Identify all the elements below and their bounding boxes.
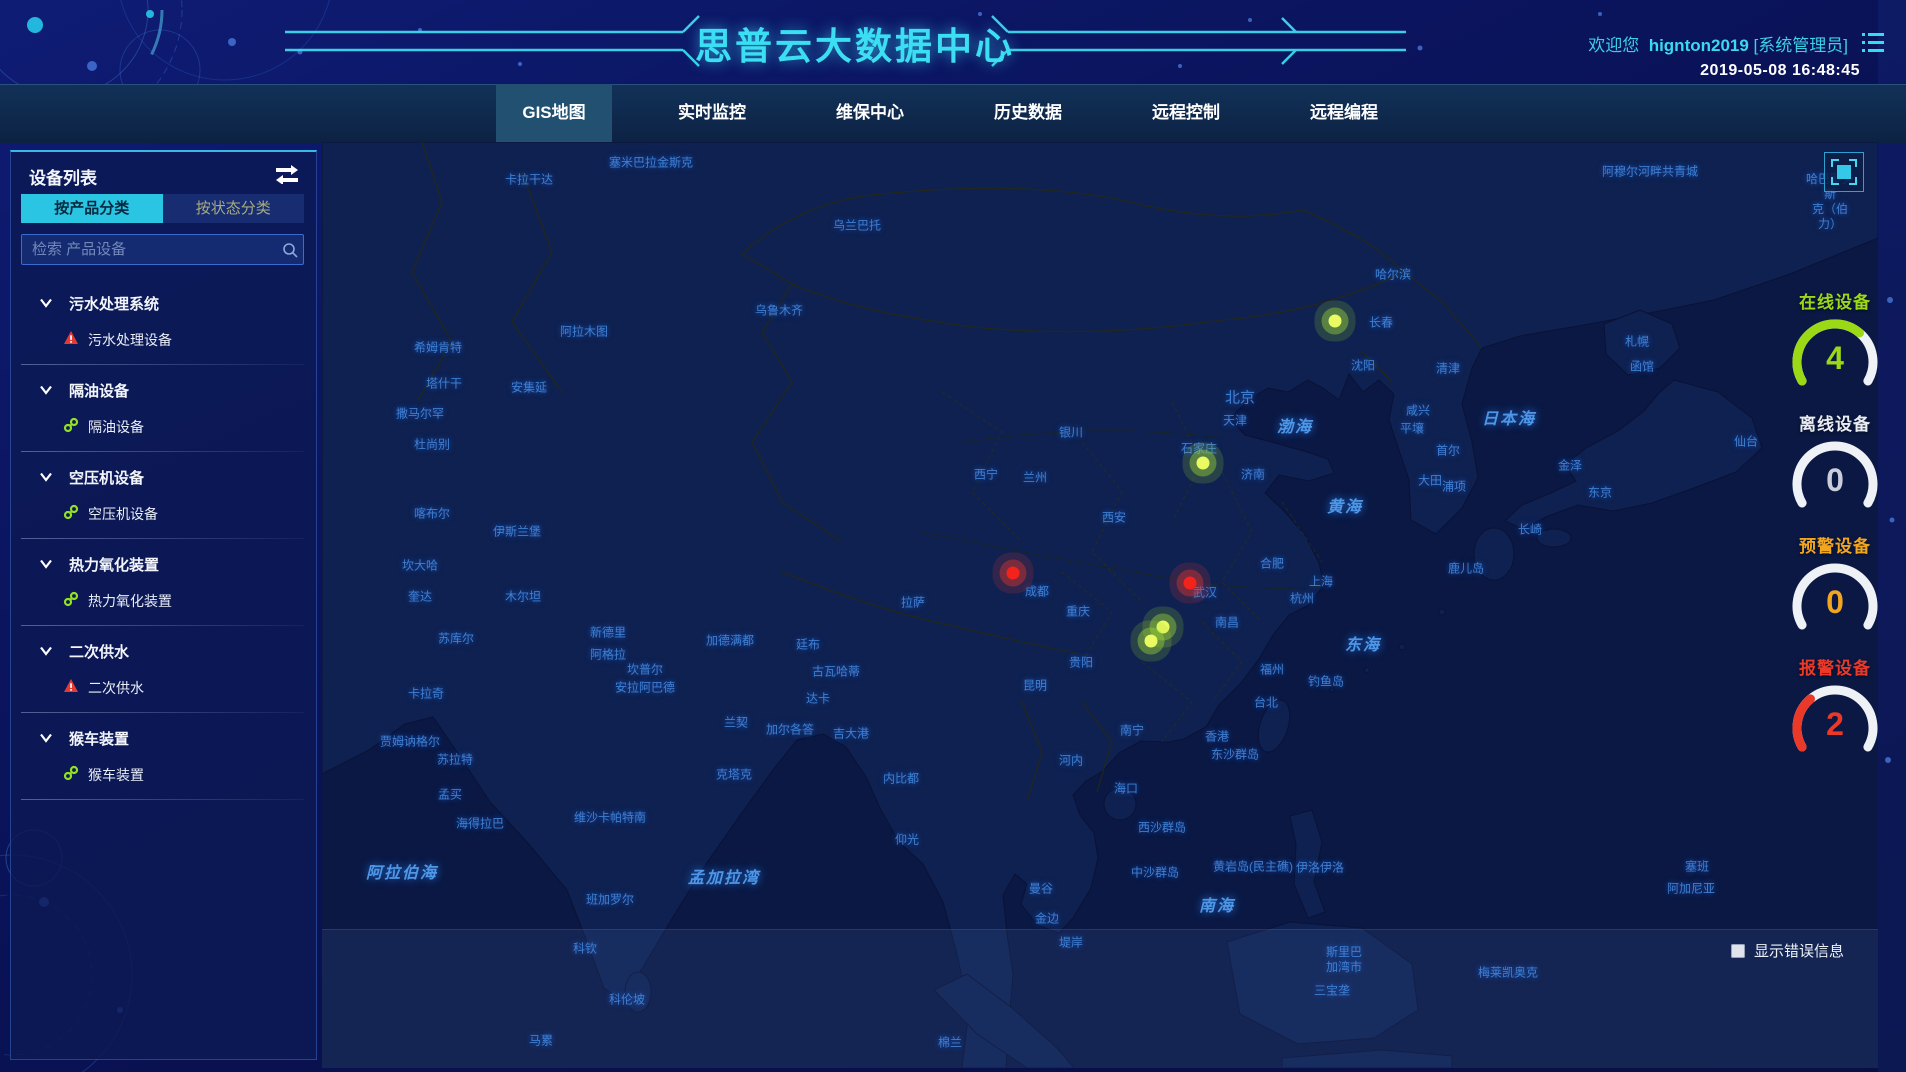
sidebar-tabs: 按产品分类 按状态分类: [21, 194, 304, 223]
device-group-3[interactable]: 空压机设备: [11, 464, 316, 490]
divider: [21, 538, 304, 539]
nav-tabs: GIS地图 实时监控 维保中心 历史数据 远程控制 远程编程: [475, 84, 1423, 142]
device-marker-online[interactable]: [1144, 634, 1158, 648]
device-item-label: 隔油设备: [88, 419, 144, 435]
title-decoration-right: [991, 15, 1406, 67]
divider: [21, 625, 304, 626]
gauge-label: 离线设备: [1799, 415, 1871, 434]
map-bottom-band: [322, 929, 1878, 1068]
divider: [21, 364, 304, 365]
gauge-label: 在线设备: [1799, 293, 1871, 312]
gauge-arc: [1792, 563, 1878, 630]
menu-list-icon[interactable]: [1862, 33, 1884, 52]
nav-tab-maintenance-center[interactable]: 维保中心: [836, 103, 904, 122]
sidebar-tab-by-product[interactable]: 按产品分类: [21, 194, 163, 223]
gauge-value: 4: [1826, 340, 1844, 376]
nav-tab-gis-map[interactable]: GIS地图: [496, 84, 612, 142]
gauge-arc: [1792, 319, 1878, 386]
gauge-value: 0: [1826, 462, 1844, 498]
show-error-checkbox[interactable]: [1730, 943, 1745, 958]
device-marker-alarm[interactable]: [1006, 566, 1020, 580]
device-item[interactable]: 猴车装置: [11, 763, 316, 787]
gauge-label: 预警设备: [1799, 537, 1871, 556]
device-item[interactable]: 污水处理设备: [11, 328, 316, 352]
online-link-icon: [63, 591, 79, 612]
device-group-4[interactable]: 热力氧化装置: [11, 551, 316, 577]
gauge-alarm-devices: 报警设备 2: [1783, 654, 1887, 766]
chevron-down-icon: [39, 472, 53, 482]
nav-tab-remote-control[interactable]: 远程控制: [1152, 103, 1220, 122]
swap-arrows-icon[interactable]: [274, 164, 300, 184]
gauge-offline-devices: 离线设备 0: [1783, 410, 1887, 522]
alarm-warning-icon: [63, 330, 79, 350]
gauge-value: 2: [1826, 706, 1844, 742]
device-item-label: 污水处理设备: [88, 332, 172, 348]
device-item[interactable]: 空压机设备: [11, 502, 316, 526]
gauge-value: 0: [1826, 584, 1844, 620]
map-markers: [322, 142, 1878, 1068]
device-marker-online[interactable]: [1156, 620, 1170, 634]
device-item[interactable]: 二次供水: [11, 676, 316, 700]
nav-tab-history-data[interactable]: 历史数据: [994, 103, 1062, 122]
online-link-icon: [63, 504, 79, 525]
title-decoration-left: [285, 15, 700, 67]
divider: [21, 451, 304, 452]
device-marker-online[interactable]: [1196, 456, 1210, 470]
gauge-label: 报警设备: [1799, 659, 1871, 678]
alarm-warning-icon: [63, 678, 79, 698]
device-item[interactable]: 隔油设备: [11, 415, 316, 439]
device-item-label: 热力氧化装置: [88, 593, 172, 609]
gis-map[interactable]: 渤海 黄海 日本海 东海 南海 阿拉伯海 孟加拉湾 卡拉干达 塞米巴拉金斯克 阿穆尔河畔共青城 哈巴…: [322, 142, 1878, 1068]
device-group-1[interactable]: 污水处理系统: [11, 290, 316, 316]
right-decor-strip: [1878, 0, 1906, 1072]
chevron-down-icon: [39, 298, 53, 308]
device-item-label: 二次供水: [88, 680, 144, 696]
device-group-label: 猴车装置: [69, 730, 130, 748]
device-marker-online[interactable]: [1328, 314, 1342, 328]
device-item[interactable]: 热力氧化装置: [11, 589, 316, 613]
device-group-label: 隔油设备: [69, 382, 130, 400]
gauge-warning-devices: 预警设备 0: [1783, 532, 1887, 644]
device-group-label: 污水处理系统: [69, 295, 160, 313]
show-error-label: 显示错误信息: [1753, 943, 1844, 960]
chevron-down-icon: [39, 559, 53, 569]
device-search-input[interactable]: [21, 234, 304, 265]
device-group-label: 热力氧化装置: [69, 556, 160, 574]
fullscreen-icon: [1831, 159, 1857, 185]
nav-tab-realtime-monitor[interactable]: 实时监控: [678, 103, 746, 122]
online-link-icon: [63, 417, 79, 438]
datetime: 2019-05-08 16:48:45: [1700, 62, 1860, 79]
gauge-arc: [1792, 441, 1878, 508]
online-link-icon: [63, 765, 79, 786]
gauge-arc: [1792, 685, 1878, 752]
device-group-2[interactable]: 隔油设备: [11, 377, 316, 403]
chevron-down-icon: [39, 385, 53, 395]
search-icon[interactable]: [282, 242, 298, 258]
gauge-online-devices: 在线设备 4: [1783, 288, 1887, 400]
username: hignton2019: [1648, 36, 1749, 55]
nav-tab-remote-programming[interactable]: 远程编程: [1310, 103, 1378, 122]
device-tree: 污水处理系统 污水处理设备 隔油设备 隔油设备 空压机设备 空压机设备 热力氧化装置 热力氧化…: [11, 278, 316, 800]
nav-bar: [0, 84, 1906, 143]
chevron-down-icon: [39, 733, 53, 743]
device-group-6[interactable]: 猴车装置: [11, 725, 316, 751]
map-landmass: [322, 142, 1878, 1068]
welcome-text: 欢迎您 hignton2019 [系统管理员]: [1588, 36, 1848, 55]
show-error-row: 显示错误信息: [1730, 940, 1844, 961]
device-group-label: 二次供水: [69, 643, 130, 661]
device-group-5[interactable]: 二次供水: [11, 638, 316, 664]
fullscreen-button[interactable]: [1824, 152, 1864, 192]
device-item-label: 猴车装置: [88, 767, 144, 783]
device-marker-alarm[interactable]: [1183, 576, 1197, 590]
chevron-down-icon: [39, 646, 53, 656]
divider: [21, 799, 304, 800]
divider: [21, 712, 304, 713]
device-group-label: 空压机设备: [69, 469, 145, 487]
sidebar-tab-by-status[interactable]: 按状态分类: [162, 194, 304, 223]
user-role: [系统管理员]: [1753, 36, 1848, 55]
device-list-title: 设备列表: [29, 169, 97, 188]
page-title: 思普云大数据中心: [695, 26, 1015, 67]
device-item-label: 空压机设备: [88, 506, 158, 522]
